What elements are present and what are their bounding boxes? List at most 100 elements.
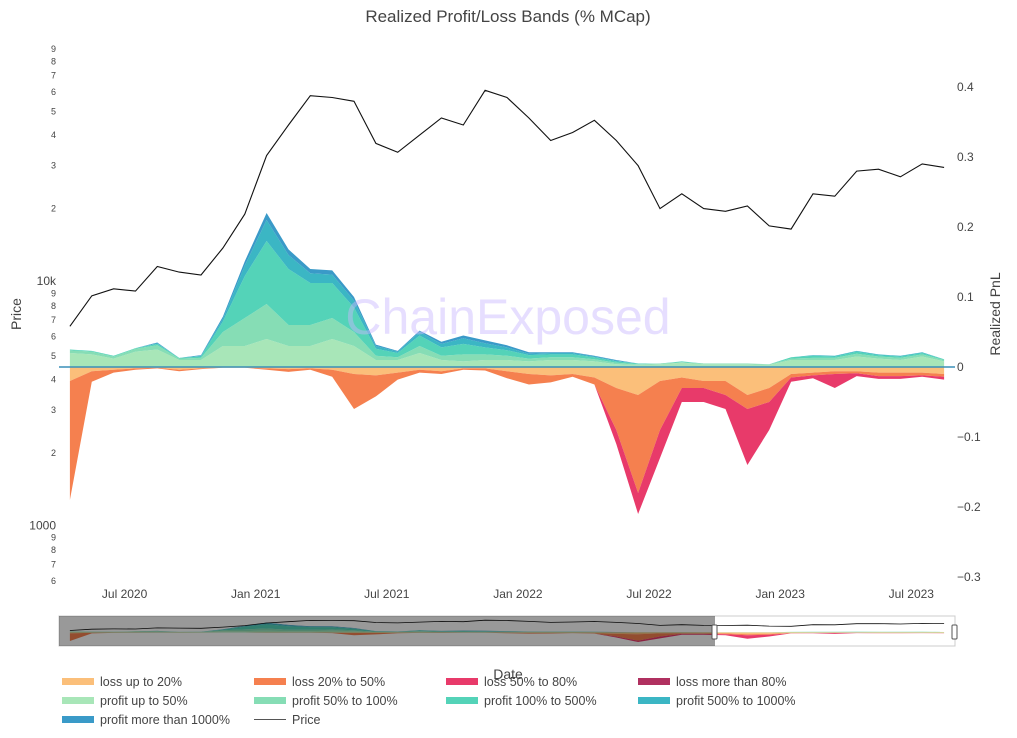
x-tick-label: Jan 2023 — [756, 587, 806, 601]
y-left-minor-tick-label: 4 — [51, 374, 56, 384]
y-right-axis: 0.4 0.3 0.2 0.1 0 −0.1 −0.2 −0.3 — [957, 80, 981, 584]
series-area-4 — [69, 213, 945, 365]
y-right-tick-label: −0.3 — [957, 570, 981, 584]
y-left-minor-tick-label: 4 — [51, 130, 56, 140]
legend-item[interactable]: loss 20% to 50% — [254, 674, 446, 689]
series-area-7 — [69, 367, 945, 514]
y-right-tick-label: −0.1 — [957, 430, 981, 444]
x-tick-label: Jul 2020 — [102, 587, 148, 601]
chart-title: Realized Profit/Loss Bands (% MCap) — [365, 7, 650, 26]
range-slider-handle-left[interactable] — [711, 624, 718, 640]
legend-swatch — [638, 697, 670, 704]
x-tick-label: Jan 2021 — [231, 587, 281, 601]
range-slider-area-4 — [69, 622, 945, 633]
series-area-1 — [69, 304, 945, 365]
y-left-major-tick-label: 1000 — [29, 519, 56, 533]
range-slider-price-line — [69, 619, 945, 631]
y-left-minor-tick-label: 7 — [51, 315, 56, 325]
y-right-tick-label: 0.1 — [957, 290, 974, 304]
legend-item[interactable]: profit more than 1000% — [62, 712, 254, 727]
series-area-0 — [69, 339, 945, 367]
y-left-minor-tick-label: 2 — [51, 204, 56, 214]
watermark: ChainExposed — [345, 289, 670, 345]
x-tick-label: Jul 2023 — [889, 587, 935, 601]
legend-swatch — [254, 678, 286, 685]
legend-item[interactable]: loss 50% to 80% — [446, 674, 638, 689]
x-tick-label: Jul 2022 — [626, 587, 672, 601]
legend-label: profit more than 1000% — [100, 712, 230, 727]
range-slider-area-3 — [69, 623, 945, 633]
y-left-minor-tick-label: 5 — [51, 351, 56, 361]
y-right-axis-title: Realized PnL — [987, 272, 1003, 355]
legend-swatch — [62, 678, 94, 685]
y-left-minor-tick-label: 3 — [51, 405, 56, 415]
legend-label: loss 50% to 80% — [484, 674, 578, 689]
y-left-minor-tick-label: 2 — [51, 448, 56, 458]
y-left-minor-tick-label: 7 — [51, 559, 56, 569]
legend-label: profit up to 50% — [100, 693, 188, 708]
series-area-8 — [69, 367, 945, 514]
y-left-minor-tick-label: 8 — [51, 545, 56, 555]
legend-swatch — [62, 697, 94, 704]
range-slider-mask — [59, 616, 715, 646]
y-left-major-tick-label: 10k — [37, 274, 57, 288]
y-right-tick-label: −0.2 — [957, 500, 981, 514]
series-area-6 — [69, 367, 945, 500]
y-left-minor-tick-label: 8 — [51, 57, 56, 67]
legend-item[interactable]: profit up to 50% — [62, 693, 254, 708]
legend-swatch — [446, 697, 478, 704]
x-tick-label: Jul 2021 — [364, 587, 410, 601]
series-area-2 — [69, 241, 945, 365]
legend-item[interactable]: Price — [254, 712, 446, 727]
range-slider-area-2 — [69, 624, 945, 633]
y-right-tick-label: 0.4 — [957, 80, 974, 94]
y-left-minor-tick-label: 6 — [51, 331, 56, 341]
y-left-minor-tick-label: 5 — [51, 106, 56, 116]
legend-label: loss up to 20% — [100, 674, 182, 689]
y-left-minor-tick-label: 9 — [51, 533, 56, 543]
y-left-minor-tick-label: 6 — [51, 87, 56, 97]
series-area-5 — [69, 367, 945, 395]
y-left-minor-tick-label: 6 — [51, 576, 56, 586]
area-bands — [59, 213, 955, 514]
legend-swatch — [254, 719, 286, 720]
legend-item[interactable]: loss up to 20% — [62, 674, 254, 689]
legend-label: loss more than 80% — [676, 674, 787, 689]
y-right-tick-label: 0.3 — [957, 150, 974, 164]
x-axis: Jul 2020 Jan 2021 Jul 2021 Jan 2022 Jul 2022… — [102, 587, 934, 601]
series-area-3 — [69, 220, 945, 365]
x-axis-title: Date — [493, 666, 523, 682]
y-left-minor-tick-label: 9 — [51, 44, 56, 54]
legend-swatch — [446, 678, 478, 685]
range-slider-handle-right[interactable] — [951, 624, 958, 640]
legend-item[interactable]: profit 500% to 1000% — [638, 693, 830, 708]
legend: loss up to 20% loss 20% to 50% loss 50% to… — [62, 674, 962, 727]
range-slider-area-0 — [69, 630, 945, 633]
legend-label: profit 50% to 100% — [292, 693, 398, 708]
legend-label: loss 20% to 50% — [292, 674, 386, 689]
legend-item[interactable]: profit 100% to 500% — [446, 693, 638, 708]
legend-label: profit 500% to 1000% — [676, 693, 796, 708]
x-tick-label: Jan 2022 — [493, 587, 543, 601]
range-slider-area-7 — [69, 632, 945, 642]
legend-label: profit 100% to 500% — [484, 693, 597, 708]
range-slider[interactable] — [58, 615, 958, 647]
y-left-minor-tick-label: 9 — [51, 288, 56, 298]
y-right-tick-label: 0.2 — [957, 220, 974, 234]
legend-item[interactable]: profit 50% to 100% — [254, 693, 446, 708]
legend-item[interactable]: loss more than 80% — [638, 674, 830, 689]
range-slider-area-1 — [69, 628, 945, 633]
price-line-group — [69, 89, 945, 327]
y-left-minor-tick-label: 3 — [51, 161, 56, 171]
range-slider-area-5 — [69, 632, 945, 635]
legend-label: Price — [292, 712, 321, 727]
y-left-axis-title: Price — [8, 298, 24, 330]
legend-swatch — [638, 678, 670, 685]
price-line — [69, 89, 945, 327]
y-left-minor-tick-label: 7 — [51, 71, 56, 81]
legend-swatch — [254, 697, 286, 704]
y-right-tick-label: 0 — [957, 360, 964, 374]
y-left-minor-tick-label: 8 — [51, 301, 56, 311]
